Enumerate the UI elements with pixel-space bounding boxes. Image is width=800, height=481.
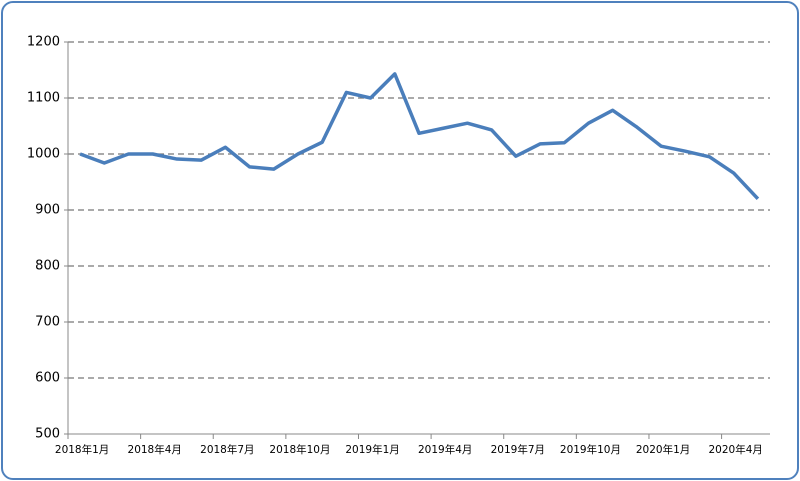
x-tick-label: 2018年7月	[200, 443, 254, 456]
y-tick-label: 900	[35, 203, 60, 218]
y-tick-label: 600	[35, 371, 60, 386]
x-tick-label: 2019年4月	[418, 443, 472, 456]
x-tick-label: 2018年4月	[128, 443, 182, 456]
y-tick-label: 800	[35, 259, 60, 274]
y-tick-label: 1000	[27, 147, 60, 162]
y-tick-label: 500	[35, 427, 60, 442]
y-tick-label: 700	[35, 315, 60, 330]
x-tick-label: 2018年10月	[269, 443, 330, 456]
x-tick-label: 2019年7月	[491, 443, 545, 456]
x-tick-label: 2020年4月	[708, 443, 762, 456]
y-tick-label: 1100	[27, 91, 60, 106]
x-tick-label: 2019年1月	[345, 443, 399, 456]
y-tick-label: 1200	[27, 35, 60, 50]
x-tick-label: 2018年1月	[55, 443, 109, 456]
line-series	[79, 72, 760, 200]
x-tick-label: 2020年1月	[636, 443, 690, 456]
x-tick-label: 2019年10月	[560, 443, 621, 456]
